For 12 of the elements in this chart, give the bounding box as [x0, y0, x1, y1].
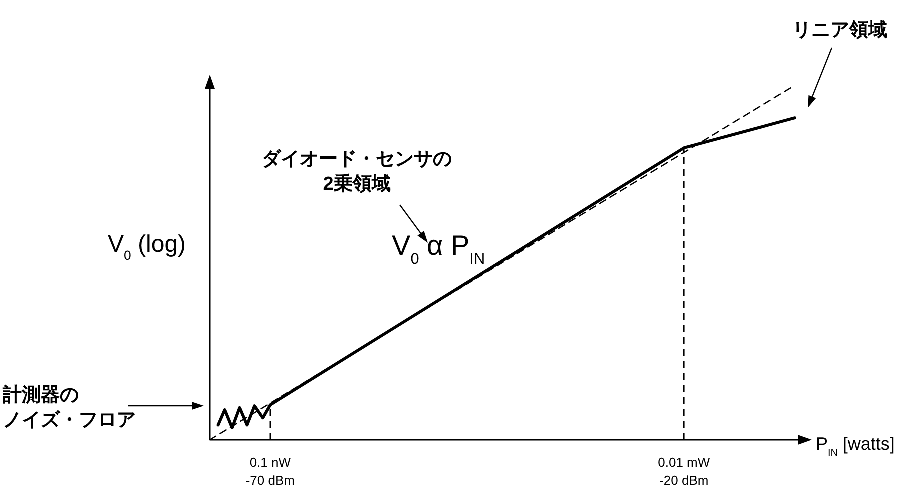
text: ノイズ・フロア: [3, 410, 136, 431]
annotation: 0.01 mW: [658, 455, 711, 470]
annotation: 2乗領域: [323, 173, 391, 195]
text: リニア領域: [792, 20, 888, 41]
annotation: V$_{0}$ α P$_{IN}$: [392, 230, 486, 268]
x-tick-label: -20 dBm: [660, 473, 709, 488]
y-axis-title: V$_{0}$ (log): [108, 231, 186, 262]
annotation: ダイオード・センサの: [262, 149, 452, 170]
x-tick-label: -70 dBm: [246, 473, 295, 488]
x-axis-title: P$_{IN}$ [watts]: [816, 434, 895, 458]
annotation: 0.1 nW: [250, 455, 292, 470]
text: 計測器の: [2, 384, 79, 406]
